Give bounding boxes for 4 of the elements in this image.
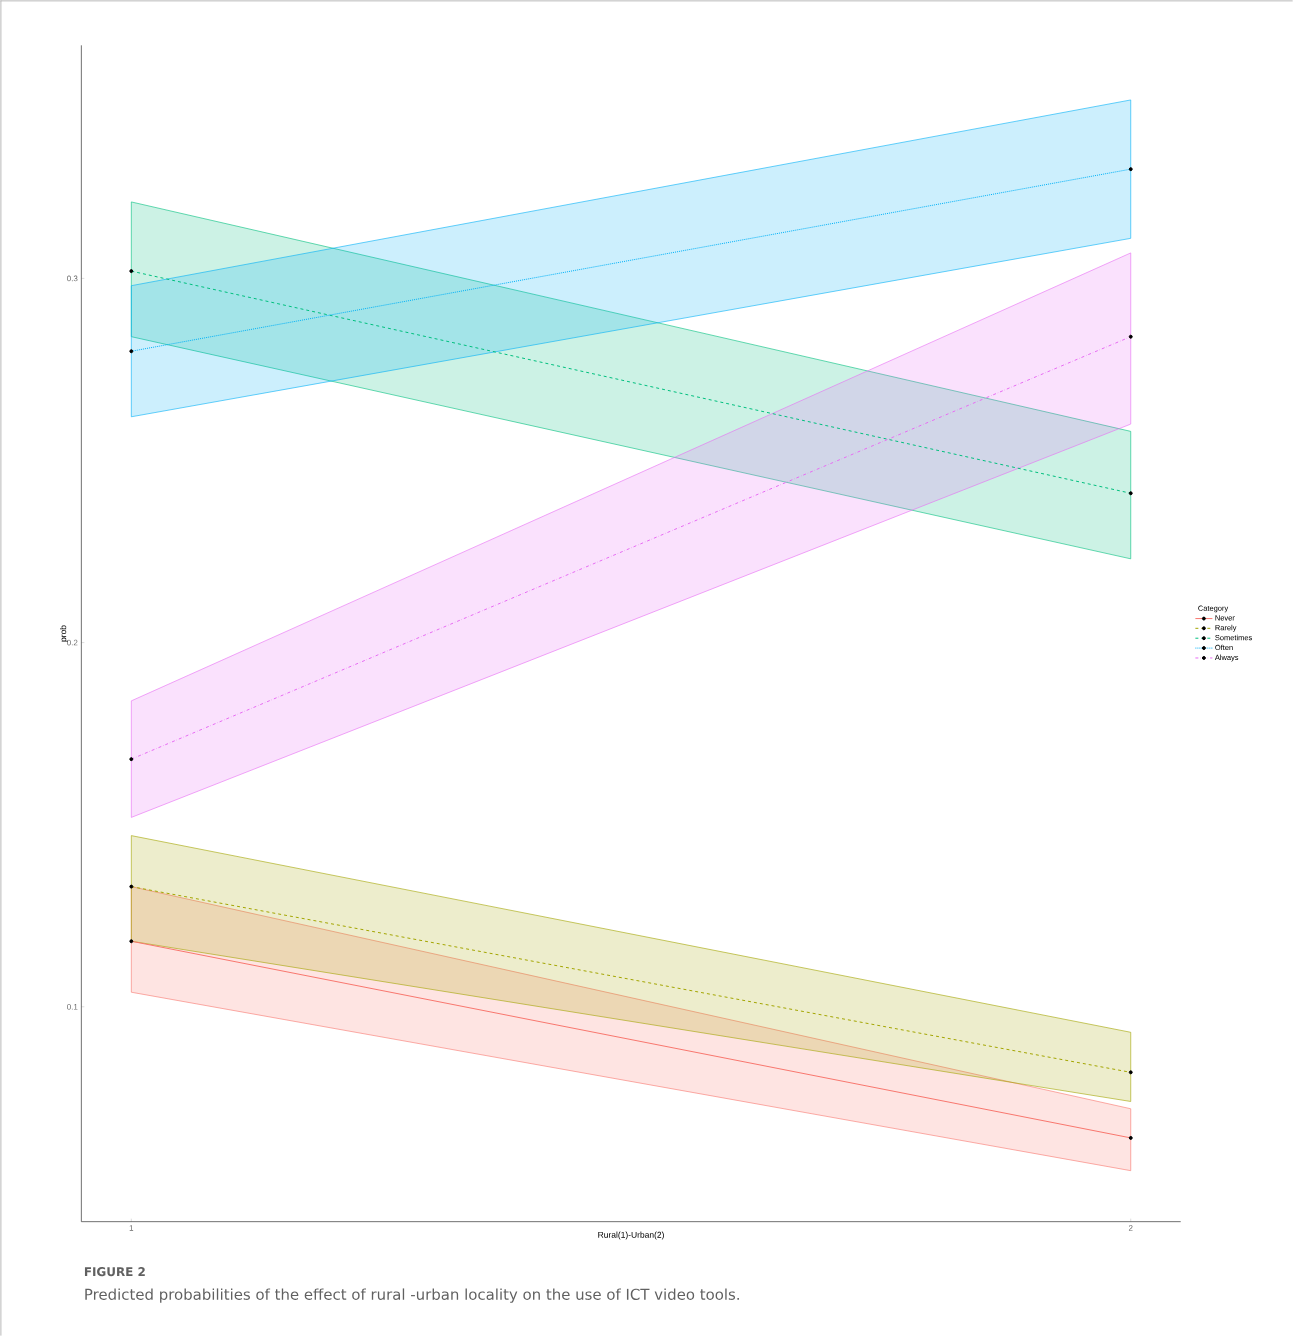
x-axis-title: Rural(1)-Urban(2) <box>598 1231 664 1240</box>
text: Predicted probabilities of the effect of rural -urban locality on the use of ICT video tools. <box>85 1288 739 1303</box>
caption: FIGURE 2 <box>84 1267 145 1277</box>
y-axis-title: prob <box>60 625 68 642</box>
